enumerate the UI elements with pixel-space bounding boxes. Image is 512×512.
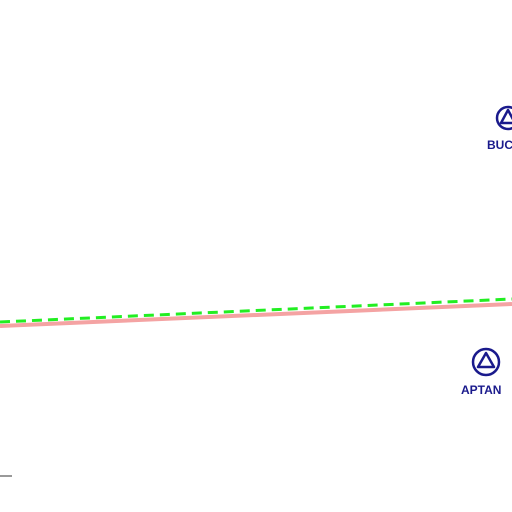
waypoint-aptan[interactable]: APTAN [461, 347, 501, 397]
waypoint-label: BUC [487, 138, 512, 152]
waypoint-label: APTAN [461, 383, 501, 397]
route-track [0, 302, 512, 328]
planned-route [0, 297, 512, 324]
waypoint-triangle [476, 351, 496, 369]
waypoint-icon [471, 347, 501, 377]
waypoint-icon [495, 105, 512, 131]
